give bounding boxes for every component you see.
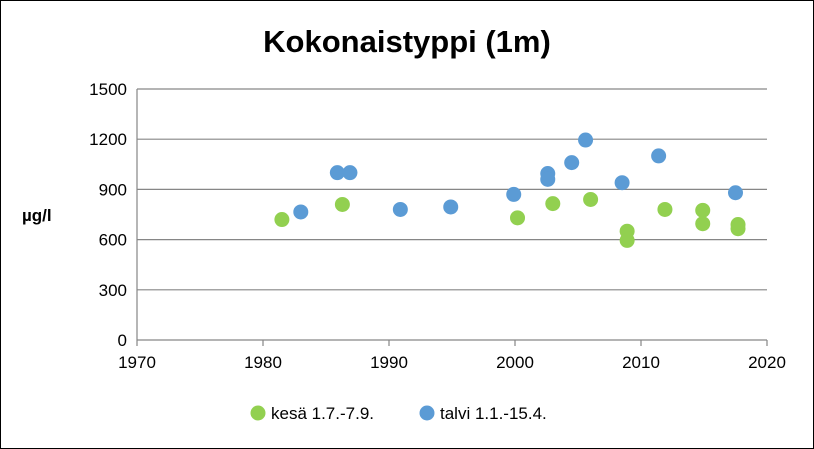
x-tick-label: 1990 (370, 353, 408, 372)
kesa-data-point (545, 196, 561, 212)
talvi-data-point (443, 199, 459, 215)
kesa-data-point (695, 216, 711, 232)
talvi-data-point (506, 186, 522, 202)
kesa-data-point (730, 221, 746, 237)
talvi-data-point (392, 201, 408, 217)
kesa-data-point (657, 201, 673, 217)
talvi-data-point (540, 171, 556, 187)
y-tick-label: 1500 (89, 80, 127, 99)
y-tick-label: 300 (99, 281, 127, 300)
talvi-data-point (342, 165, 358, 181)
talvi-data-point (728, 185, 743, 201)
x-tick-label: 2010 (622, 353, 660, 372)
talvi-data-point (614, 175, 630, 191)
x-tick-label: 2020 (748, 353, 786, 372)
y-tick-labels: 0 300 600 900 1200 1500 (89, 80, 127, 350)
axes (136, 89, 768, 346)
kesa-data-point (274, 212, 290, 228)
kesa-data-point (695, 202, 711, 218)
chart-title: Kokonaistyppi (1m) (263, 24, 551, 59)
legend-label: kesä 1.7.-7.9. (271, 404, 374, 423)
x-tick-label: 1970 (118, 353, 156, 372)
y-tick-label: 600 (99, 231, 127, 250)
legend-marker (419, 405, 435, 421)
talvi-data-point (293, 204, 309, 220)
data-points (274, 132, 746, 248)
talvi-data-point (651, 148, 667, 164)
legend-label: talvi 1.1.-15.4. (440, 404, 547, 423)
talvi-data-point (564, 155, 580, 171)
x-tick-label: 1980 (244, 353, 282, 372)
talvi-data-point (329, 165, 345, 181)
legend-marker (250, 405, 266, 421)
y-tick-label: 0 (118, 331, 127, 350)
kesa-data-point (619, 232, 635, 248)
kesa-data-point (583, 191, 599, 207)
kesa-data-point (334, 196, 350, 212)
kesa-data-point (510, 210, 526, 226)
talvi-data-point (578, 132, 594, 148)
gridlines (137, 88, 767, 291)
y-tick-label: 900 (99, 180, 127, 199)
x-tick-label: 2000 (496, 353, 534, 372)
y-tick-label: 1200 (89, 130, 127, 149)
x-tick-labels: 1970 1980 1990 2000 2010 2020 (118, 353, 786, 372)
y-axis-label: µg/l (22, 206, 52, 225)
legend: kesä 1.7.-7.9. talvi 1.1.-15.4. (250, 404, 547, 423)
